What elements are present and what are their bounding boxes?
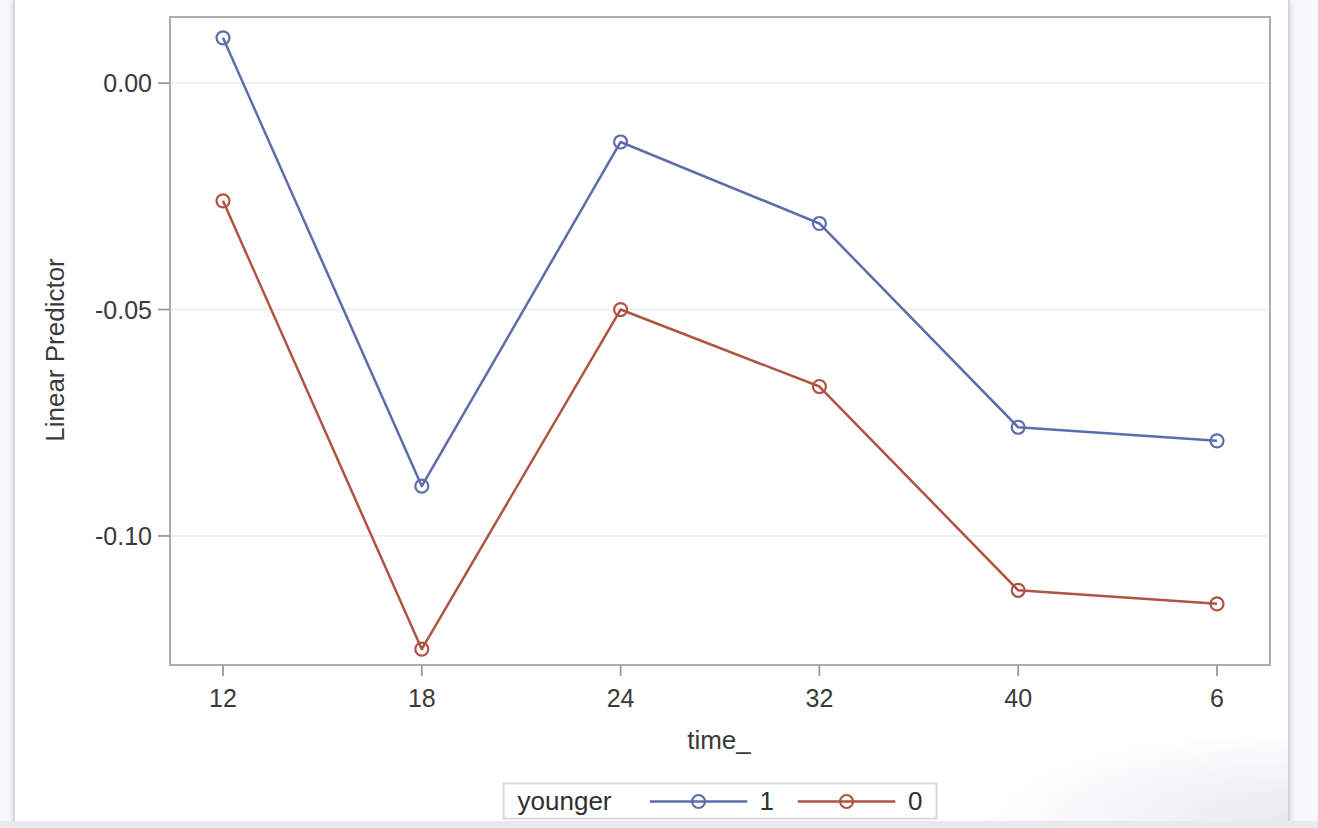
- x-tick-label: 24: [607, 684, 635, 712]
- y-tick-label: -0.10: [95, 522, 152, 550]
- x-tick-label: 40: [1004, 684, 1032, 712]
- legend-item-series-0: 0: [798, 786, 922, 817]
- x-tick-label: 12: [209, 684, 237, 712]
- series-line-1: [223, 38, 1217, 486]
- legend: younger 1 0: [503, 783, 938, 820]
- legend-title: younger: [518, 786, 612, 817]
- legend-line-marker-icon: [798, 789, 896, 813]
- legend-label-series-0: 0: [908, 786, 922, 817]
- plot-frame: [170, 17, 1270, 665]
- legend-label-series-1: 1: [760, 786, 774, 817]
- x-axis-title: time_: [687, 725, 751, 756]
- y-tick-label: 0.00: [103, 69, 152, 97]
- x-tick-label: 32: [805, 684, 833, 712]
- legend-line-marker-icon: [650, 789, 748, 813]
- x-tick-label: 6: [1210, 684, 1224, 712]
- series-line-0: [223, 201, 1217, 649]
- legend-item-series-1: 1: [650, 786, 774, 817]
- line-chart-plot-area: 0.00 -0.05 -0.10 12 18 24 32 40 6: [0, 0, 1318, 828]
- y-axis-title: Linear Predictor: [40, 258, 71, 442]
- y-tick-label: -0.05: [95, 296, 152, 324]
- x-tick-label: 18: [408, 684, 436, 712]
- viewport-bottom-strip: [0, 821, 1318, 828]
